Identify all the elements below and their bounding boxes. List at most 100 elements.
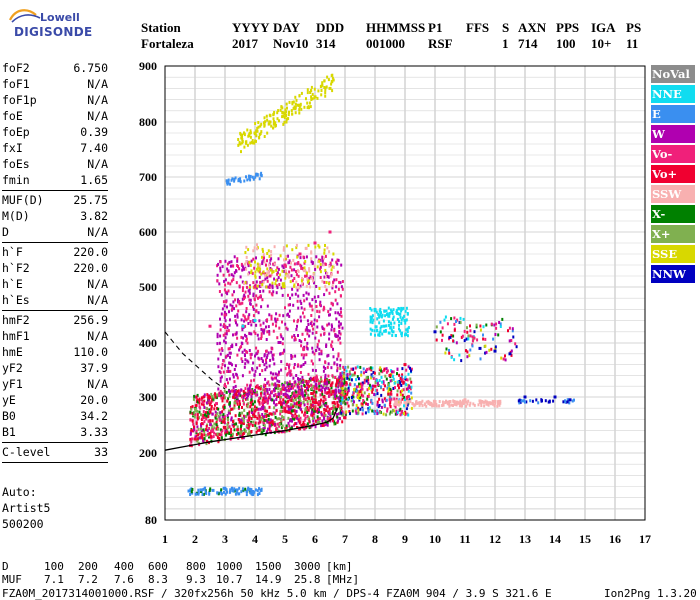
echo-point xyxy=(300,353,303,357)
echo-point xyxy=(306,411,309,414)
echo-point xyxy=(265,356,268,360)
echo-point xyxy=(341,420,344,424)
echo-point xyxy=(293,394,296,398)
echo-point xyxy=(389,396,392,400)
echo-point xyxy=(244,487,247,491)
echo-point xyxy=(357,396,359,399)
echo-point xyxy=(310,257,313,261)
echo-point xyxy=(441,338,443,342)
echo-point xyxy=(275,324,277,328)
echo-point xyxy=(286,372,289,376)
echo-point xyxy=(196,439,199,443)
echo-point xyxy=(338,330,341,333)
echo-point xyxy=(231,486,234,490)
echo-point xyxy=(308,420,311,424)
footer-value: 200 xyxy=(78,560,98,573)
echo-point xyxy=(317,339,320,343)
echo-point xyxy=(325,386,328,390)
echo-point xyxy=(278,384,281,388)
echo-point xyxy=(304,260,307,263)
echo-point xyxy=(433,403,436,407)
echo-point xyxy=(279,341,282,344)
echo-point xyxy=(341,280,344,283)
echo-point xyxy=(388,386,391,389)
echo-point xyxy=(314,425,317,429)
echo-point xyxy=(214,416,217,420)
echo-point xyxy=(338,383,341,387)
echo-point xyxy=(344,366,347,369)
echo-point xyxy=(387,388,390,392)
echo-point xyxy=(251,424,254,427)
echo-point xyxy=(394,412,397,416)
echo-point xyxy=(311,377,314,381)
echo-point xyxy=(371,374,374,378)
echo-point xyxy=(361,412,364,416)
echo-point xyxy=(215,412,218,415)
echo-point xyxy=(289,280,292,284)
series-point-1 xyxy=(238,302,242,306)
series-point-3 xyxy=(199,488,203,492)
echo-point xyxy=(322,369,325,373)
echo-point xyxy=(268,113,271,117)
echo-point xyxy=(293,423,296,427)
echo-point xyxy=(305,97,307,101)
echo-point xyxy=(571,399,574,403)
echo-point xyxy=(367,407,370,411)
echo-point xyxy=(189,437,192,441)
echo-point xyxy=(298,389,301,393)
echo-point xyxy=(320,89,323,92)
echo-point xyxy=(279,398,282,402)
echo-point xyxy=(262,397,265,401)
echo-point xyxy=(359,395,362,399)
echo-point xyxy=(400,384,403,387)
echo-point xyxy=(297,261,300,264)
echo-point xyxy=(406,399,409,403)
echo-point xyxy=(320,379,323,383)
echo-point xyxy=(285,274,288,278)
echo-point xyxy=(287,261,290,265)
echo-point xyxy=(262,407,264,411)
series-point-3 xyxy=(211,488,215,492)
echo-point xyxy=(218,290,221,293)
echo-point xyxy=(378,379,381,383)
echo-point xyxy=(307,417,310,421)
echo-point xyxy=(238,179,241,182)
echo-point xyxy=(390,397,393,401)
series-point-3 xyxy=(235,488,239,492)
echo-point xyxy=(299,284,302,288)
echo-point xyxy=(200,413,202,417)
echo-point xyxy=(334,290,337,294)
echo-point xyxy=(303,105,306,109)
echo-point xyxy=(466,355,469,359)
echo-point xyxy=(413,403,416,407)
echo-point xyxy=(310,251,313,255)
echo-point xyxy=(316,343,319,347)
echo-point xyxy=(222,300,225,304)
echo-point xyxy=(270,292,273,296)
echo-point xyxy=(284,108,287,112)
echo-point xyxy=(232,333,234,337)
echo-point xyxy=(318,405,321,409)
echo-point xyxy=(337,311,340,315)
echo-point xyxy=(253,412,256,416)
echo-point xyxy=(379,330,382,334)
echo-point xyxy=(471,344,474,348)
echo-point xyxy=(382,380,385,384)
echo-point xyxy=(233,404,236,408)
series-point-0 xyxy=(313,401,317,405)
echo-point xyxy=(499,322,502,326)
echo-point xyxy=(229,490,232,494)
echo-point xyxy=(282,386,285,389)
echo-point xyxy=(290,426,293,430)
echo-point xyxy=(321,392,324,396)
echo-point xyxy=(306,381,309,385)
echo-point xyxy=(271,382,274,386)
echo-point xyxy=(190,407,193,411)
echo-point xyxy=(355,378,358,382)
echo-point xyxy=(396,312,399,315)
echo-point xyxy=(202,422,205,426)
echo-point xyxy=(328,410,331,414)
hdr-value-axn: 714 xyxy=(518,36,538,51)
echo-point xyxy=(376,412,379,416)
echo-point xyxy=(295,243,298,247)
